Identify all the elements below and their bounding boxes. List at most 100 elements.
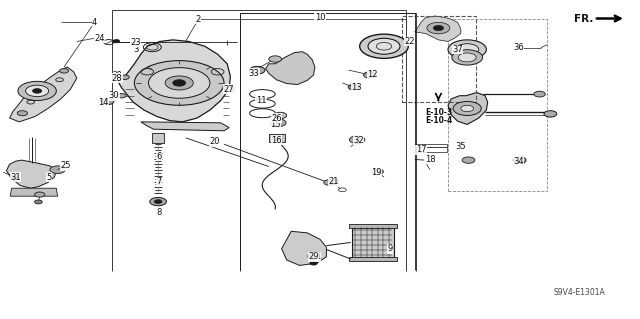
Text: 36: 36	[513, 43, 524, 52]
Text: 35: 35	[456, 142, 466, 151]
Text: 31: 31	[10, 173, 20, 182]
Circle shape	[120, 75, 129, 79]
Text: 2: 2	[196, 15, 201, 24]
Circle shape	[154, 200, 162, 204]
Text: 17: 17	[416, 145, 426, 154]
Text: 28: 28	[112, 74, 122, 83]
Polygon shape	[6, 160, 56, 188]
Circle shape	[101, 98, 114, 105]
Circle shape	[462, 157, 475, 163]
Bar	[349, 257, 397, 261]
Text: 22: 22	[404, 37, 415, 46]
Circle shape	[461, 105, 474, 112]
Circle shape	[452, 50, 483, 65]
Text: 8: 8	[156, 208, 161, 217]
Text: 12: 12	[367, 70, 378, 79]
Text: 6: 6	[156, 152, 161, 161]
Circle shape	[33, 89, 42, 93]
Circle shape	[18, 81, 56, 100]
Polygon shape	[10, 67, 77, 122]
Text: 13: 13	[351, 83, 362, 92]
Polygon shape	[118, 40, 230, 122]
Circle shape	[308, 253, 319, 259]
Text: 18: 18	[425, 155, 435, 164]
Circle shape	[148, 68, 210, 98]
Text: 16: 16	[271, 136, 282, 145]
Circle shape	[269, 56, 282, 62]
Polygon shape	[266, 52, 315, 85]
Circle shape	[348, 84, 360, 90]
Text: 11: 11	[256, 96, 266, 105]
Text: 1: 1	[316, 252, 321, 261]
Circle shape	[150, 197, 166, 206]
Circle shape	[349, 136, 365, 144]
Text: 29: 29	[308, 252, 319, 261]
Text: E-10-3: E-10-3	[425, 108, 452, 117]
Circle shape	[453, 101, 481, 115]
Text: 4: 4	[92, 18, 97, 27]
Circle shape	[360, 34, 408, 58]
Text: 9: 9	[388, 244, 393, 253]
Polygon shape	[10, 188, 58, 196]
Circle shape	[544, 111, 557, 117]
Text: 14: 14	[99, 98, 109, 107]
Polygon shape	[448, 93, 488, 124]
Circle shape	[274, 112, 287, 119]
Circle shape	[35, 192, 45, 197]
Text: FR.: FR.	[574, 14, 593, 24]
Circle shape	[427, 22, 450, 34]
Bar	[152, 133, 164, 143]
Circle shape	[324, 180, 335, 185]
Bar	[269, 134, 285, 142]
Circle shape	[165, 76, 193, 90]
Circle shape	[17, 111, 28, 116]
Circle shape	[250, 66, 265, 74]
Circle shape	[448, 40, 486, 59]
Text: 10: 10	[315, 13, 325, 22]
Text: E-10-4: E-10-4	[425, 116, 452, 125]
Circle shape	[534, 91, 545, 97]
Circle shape	[134, 61, 224, 105]
Text: 28: 28	[113, 71, 122, 80]
Text: 7: 7	[156, 177, 161, 186]
Circle shape	[12, 176, 19, 180]
Circle shape	[50, 166, 65, 174]
Circle shape	[26, 85, 49, 97]
Text: 21: 21	[329, 177, 339, 186]
Circle shape	[433, 26, 444, 31]
Text: 37: 37	[452, 45, 463, 54]
Text: 3: 3	[134, 45, 139, 54]
Text: 24: 24	[94, 34, 104, 43]
Text: 33: 33	[249, 69, 259, 78]
Circle shape	[372, 169, 383, 174]
Text: 5: 5	[46, 173, 51, 182]
Circle shape	[456, 44, 479, 55]
Bar	[352, 226, 394, 258]
Circle shape	[60, 69, 68, 73]
Text: 19: 19	[371, 168, 381, 177]
Circle shape	[364, 72, 376, 78]
Circle shape	[35, 200, 42, 204]
Bar	[349, 224, 397, 228]
Text: 25: 25	[60, 161, 70, 170]
Text: 15: 15	[270, 120, 280, 129]
Text: 30: 30	[109, 91, 119, 100]
Text: 27: 27	[224, 85, 234, 94]
Circle shape	[458, 53, 476, 62]
Text: 32: 32	[353, 136, 364, 145]
Circle shape	[368, 38, 400, 54]
Circle shape	[273, 136, 282, 140]
Polygon shape	[141, 122, 229, 131]
Circle shape	[310, 261, 317, 265]
Text: 23: 23	[131, 38, 141, 47]
Circle shape	[117, 93, 126, 98]
Text: 20: 20	[209, 137, 220, 146]
Polygon shape	[282, 231, 326, 265]
Circle shape	[224, 87, 234, 92]
Text: 26: 26	[271, 114, 282, 122]
Circle shape	[113, 40, 120, 43]
Circle shape	[330, 179, 339, 183]
Text: 34: 34	[513, 157, 524, 166]
Text: S9V4-E1301A: S9V4-E1301A	[553, 288, 605, 297]
Bar	[415, 144, 447, 152]
